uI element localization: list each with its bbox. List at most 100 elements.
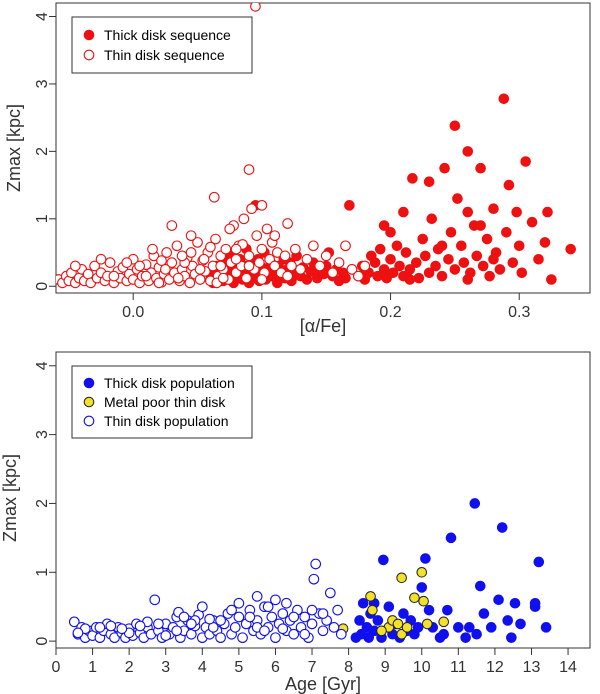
x-tick-label: 3: [161, 659, 170, 676]
point-thick-disk-sequence: [462, 146, 474, 157]
point-thin-disk-sequence: [253, 257, 265, 269]
point-thin-disk-population: [196, 601, 208, 613]
point-thin-disk-sequence: [340, 240, 351, 252]
top-panel-alpha-fe: 0.0 0.1 0.2 0.3 0 1 2 3 4 [α/Fe] Zmax [kpc] Thi…: [4, 2, 591, 336]
point-thick-disk-sequence: [513, 240, 525, 252]
point-thin-disk-sequence: [250, 3, 261, 12]
point-thin-disk-sequence: [121, 257, 133, 269]
x-tick-label: 5: [234, 659, 243, 676]
point-thin-disk-sequence: [269, 260, 281, 272]
point-thick-disk-sequence: [546, 274, 557, 285]
point-thin-disk-population: [116, 623, 128, 635]
point-thick-disk-population: [442, 604, 453, 616]
point-thin-disk-sequence: [82, 268, 94, 280]
x-tick-label: 2: [125, 659, 134, 676]
point-thin-disk-sequence: [134, 260, 145, 272]
point-thin-disk-population: [288, 628, 300, 640]
point-thick-disk-population: [357, 597, 369, 609]
point-thick-disk-population: [509, 597, 521, 609]
point-thick-disk-population: [478, 608, 490, 619]
point-thick-disk-population: [533, 556, 545, 568]
point-thin-disk-population: [277, 623, 289, 635]
bottom-legend: Thick disk population Metal poor thin di…: [71, 365, 253, 439]
x-tick-label: 0.2: [379, 304, 401, 321]
point-thin-disk-population: [94, 621, 106, 633]
point-thick-disk-population: [372, 615, 384, 626]
point-thick-disk-sequence: [471, 250, 483, 262]
point-metal-poor-thin-disk: [365, 591, 376, 602]
point-thin-disk-sequence: [346, 264, 358, 275]
top-data-points: [56, 3, 576, 289]
point-thick-disk-population: [438, 628, 449, 640]
point-thin-disk-population: [237, 632, 248, 644]
point-thin-disk-sequence: [156, 255, 167, 266]
point-thick-disk-population: [445, 532, 457, 544]
point-thin-disk-sequence: [289, 243, 301, 255]
point-thin-disk-sequence: [171, 240, 183, 252]
point-thick-disk-sequence: [436, 270, 448, 282]
x-tick-label: 11: [450, 659, 467, 676]
point-thick-disk-sequence: [385, 227, 396, 238]
point-thin-disk-population: [185, 618, 197, 630]
point-thin-disk-population: [229, 621, 241, 633]
point-thin-disk-population: [251, 591, 263, 602]
point-thin-disk-sequence: [282, 270, 293, 282]
top-plot-frame: [55, 2, 591, 294]
bottom-y-axis-label: Zmax [kpc]: [0, 454, 20, 542]
point-thin-disk-population: [226, 604, 237, 616]
point-thick-disk-sequence: [503, 179, 515, 191]
point-thin-disk-sequence: [327, 267, 339, 279]
point-thick-disk-sequence: [340, 272, 351, 284]
point-thick-disk-population: [493, 594, 504, 606]
point-thin-disk-sequence: [108, 270, 120, 282]
point-thin-disk-population: [204, 613, 215, 625]
point-thin-disk-sequence: [333, 257, 345, 269]
bottom-x-axis-label: Age [Gyr]: [285, 674, 361, 694]
point-thin-disk-sequence: [320, 250, 332, 262]
point-thick-disk-population: [453, 622, 464, 633]
point-thick-disk-population: [469, 498, 481, 509]
point-thick-disk-population: [540, 622, 552, 633]
point-metal-poor-thin-disk: [396, 572, 407, 584]
point-thick-disk-sequence: [426, 213, 438, 225]
point-thin-disk-sequence: [95, 253, 107, 265]
y-tick-label: 2: [34, 499, 51, 508]
point-thin-disk-sequence: [172, 272, 184, 284]
point-thin-disk-sequence: [185, 247, 197, 258]
point-thick-disk-population: [474, 580, 486, 592]
point-thin-disk-sequence: [208, 191, 220, 203]
point-thick-disk-sequence: [374, 243, 386, 255]
point-thin-disk-population: [233, 597, 245, 609]
point-thin-disk-sequence: [243, 164, 255, 175]
legend-marker-thick-disk-population: [83, 377, 95, 389]
point-thick-disk-sequence: [458, 257, 470, 268]
legend-label-thin-disk-sequence: Thin disk sequence: [104, 47, 225, 63]
point-thick-disk-sequence: [378, 264, 390, 275]
point-thick-disk-population: [412, 622, 424, 633]
point-thin-disk-sequence: [243, 250, 255, 262]
point-thick-disk-sequence: [475, 162, 486, 174]
point-thin-disk-sequence: [256, 274, 268, 285]
point-thin-disk-sequence: [205, 241, 216, 253]
point-thin-disk-population: [178, 611, 190, 623]
point-thin-disk-sequence: [192, 237, 203, 248]
point-thick-disk-sequence: [417, 233, 429, 245]
point-thick-disk-sequence: [419, 250, 431, 262]
point-thin-disk-population: [171, 625, 183, 637]
point-metal-poor-thin-disk: [401, 622, 413, 633]
point-thin-disk-sequence: [153, 277, 165, 289]
point-thick-disk-population: [529, 597, 541, 609]
point-thick-disk-population: [363, 632, 375, 643]
point-thick-disk-sequence: [462, 206, 474, 218]
point-thin-disk-population: [317, 608, 329, 619]
y-tick-label: 1: [34, 568, 51, 577]
top-legend: Thick disk sequence Thin disk sequence: [71, 16, 253, 74]
point-metal-poor-thin-disk: [376, 625, 387, 637]
point-thin-disk-sequence: [185, 230, 197, 242]
point-thin-disk-sequence: [241, 272, 252, 284]
legend-marker-thick-disk-sequence: [83, 29, 95, 41]
point-thick-disk-sequence: [533, 253, 544, 265]
